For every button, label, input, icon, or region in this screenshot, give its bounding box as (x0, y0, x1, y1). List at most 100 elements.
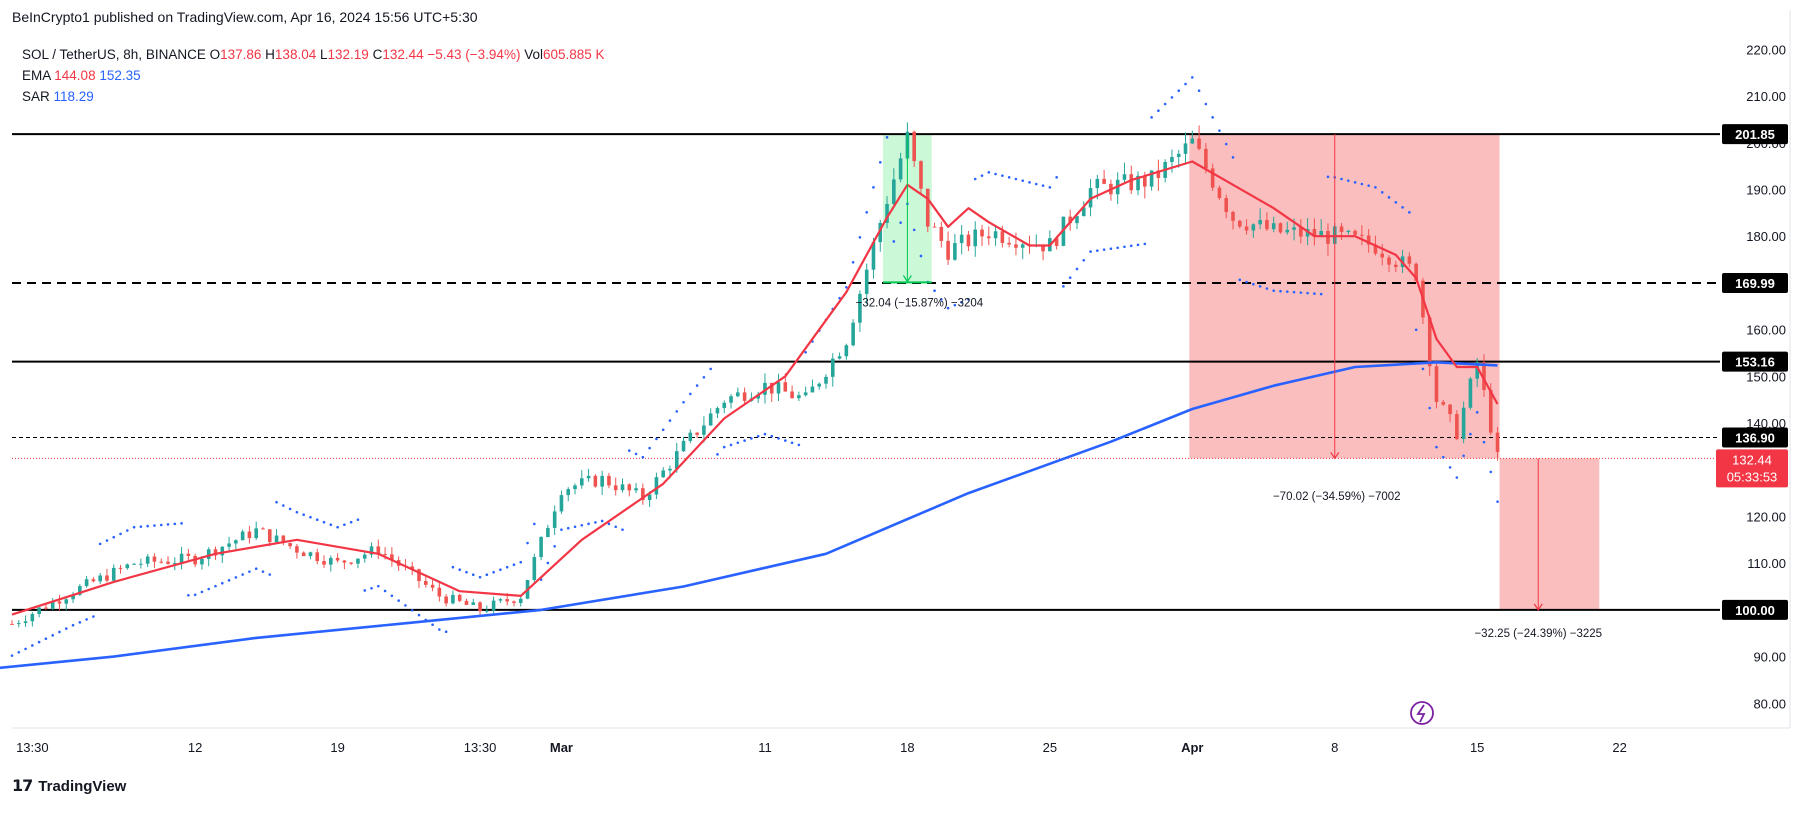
candle-body-38 (267, 529, 272, 543)
candle-body-140 (959, 234, 964, 244)
candle-body-12 (91, 579, 96, 582)
candle-body-201 (1373, 244, 1378, 254)
legend-volume-label: Vol (524, 47, 543, 62)
sar-dot-94 (648, 446, 651, 450)
candle-body-93 (641, 488, 645, 501)
candle-body-147 (1007, 242, 1011, 245)
sar-dot-111 (763, 432, 767, 436)
level-box-0 (1722, 124, 1788, 145)
level-box-1 (1722, 272, 1788, 293)
sar-dot-46 (322, 520, 326, 524)
sar-dot-19 (139, 525, 143, 528)
measure-label-1: −32.04 (−15.87%) −3204 (856, 298, 984, 310)
sar-dot-76 (526, 541, 529, 545)
measure-label-3: −32.25 (−24.39%) −3225 (1474, 628, 1602, 640)
tradingview-brand[interactable]: 𝟭𝟳 TradingView (12, 776, 126, 796)
sar-dot-170 (1163, 102, 1167, 106)
sar-dot-204 (1394, 201, 1398, 204)
sar-dot-58 (404, 604, 407, 607)
candle-body-146 (1000, 231, 1005, 243)
sar-dot-161 (1102, 248, 1106, 251)
legend-ema-row[interactable]: EMA 144.08 152.35 (22, 65, 605, 86)
last-price-countdown: 05:33:53 (1727, 469, 1778, 484)
candle-body-35 (247, 531, 252, 539)
candle-body-127 (871, 242, 876, 270)
candle-body-75 (518, 598, 523, 603)
candle-body-152 (1041, 244, 1045, 252)
sar-dot-189 (1292, 290, 1296, 294)
candle-body-144 (987, 236, 991, 239)
candle-body-17 (125, 564, 130, 569)
sar-dot-194 (1326, 175, 1330, 179)
candle-body-23 (166, 561, 170, 564)
sar-dot-16 (119, 532, 122, 536)
sar-dot-71 (492, 570, 495, 574)
candle-body-67 (464, 600, 469, 605)
sar-dot-7 (58, 630, 61, 634)
sar-dot-207 (1414, 328, 1418, 332)
short-zone-1 (1189, 134, 1500, 459)
candle-body-138 (946, 240, 950, 260)
candle-body-89 (613, 485, 618, 491)
sar-dot-67 (465, 570, 468, 574)
candle-body-211 (1441, 402, 1446, 405)
candle-body-50 (349, 562, 353, 564)
sar-dot-157 (1075, 267, 1079, 271)
candle-body-113 (776, 382, 781, 394)
candle-body-26 (186, 553, 191, 556)
sar-dot-25 (180, 522, 183, 525)
candle-body-43 (301, 552, 306, 557)
candle-body-68 (471, 602, 476, 605)
candle-body-199 (1360, 234, 1364, 236)
sar-dot-154 (1055, 176, 1058, 179)
level-box-label-1: 169.99 (1735, 276, 1775, 291)
candle-body-41 (288, 543, 292, 547)
candle-body-82 (566, 489, 571, 496)
sar-dot-127 (872, 186, 875, 189)
sar-dot-169 (1157, 109, 1160, 112)
sar-dot-86 (594, 521, 597, 524)
sar-dot-97 (668, 419, 672, 422)
candle-body-28 (200, 558, 204, 565)
sar-dot-63 (438, 628, 441, 631)
candle-body-115 (790, 391, 794, 399)
sar-dot-165 (1129, 244, 1133, 248)
sar-dot-79 (546, 561, 550, 565)
sar-dot-4 (37, 640, 41, 644)
candle-body-13 (98, 575, 102, 582)
sar-dot-156 (1068, 276, 1072, 279)
y-tick-label-4: 180.00 (1746, 229, 1786, 244)
candle-body-177 (1210, 168, 1215, 188)
sar-dot-188 (1285, 290, 1289, 293)
sar-dot-124 (851, 261, 855, 264)
legend-close-label: C (372, 47, 383, 62)
candle-body-83 (573, 485, 577, 490)
candle-body-37 (261, 528, 265, 530)
level-box-label-3: 136.90 (1735, 431, 1775, 446)
sar-dot-50 (349, 520, 353, 524)
x-tick-label-9: 8 (1331, 740, 1338, 755)
sar-dot-12 (92, 615, 95, 618)
sar-dot-48 (336, 525, 339, 529)
candle-body-42 (295, 546, 299, 553)
x-tick-label-5: 11 (758, 740, 772, 755)
sar-dot-187 (1279, 289, 1282, 293)
price-labels: −32.04 (−15.87%) −3204 −70.02 (−34.59%) −… (856, 124, 1788, 725)
candle-body-154 (1054, 238, 1059, 246)
candle-body-128 (878, 222, 883, 243)
candle-body-61 (423, 581, 428, 585)
legend-ema-label: EMA (22, 68, 51, 83)
legend-symbol[interactable]: SOL / TetherUS, 8h, BINANCE (22, 47, 206, 62)
legend-open-label: O (209, 47, 221, 62)
candle-body-173 (1183, 143, 1188, 154)
candle-body-145 (993, 231, 998, 239)
position-zones (883, 133, 1600, 610)
sar-dot-69 (478, 575, 482, 579)
candle-body-143 (980, 229, 984, 237)
candle-body-24 (173, 562, 177, 564)
sar-dot-56 (390, 594, 394, 598)
sar-dot-64 (444, 630, 448, 634)
candle-body-52 (362, 554, 367, 559)
legend-sar-row[interactable]: SAR 118.29 (22, 86, 605, 107)
